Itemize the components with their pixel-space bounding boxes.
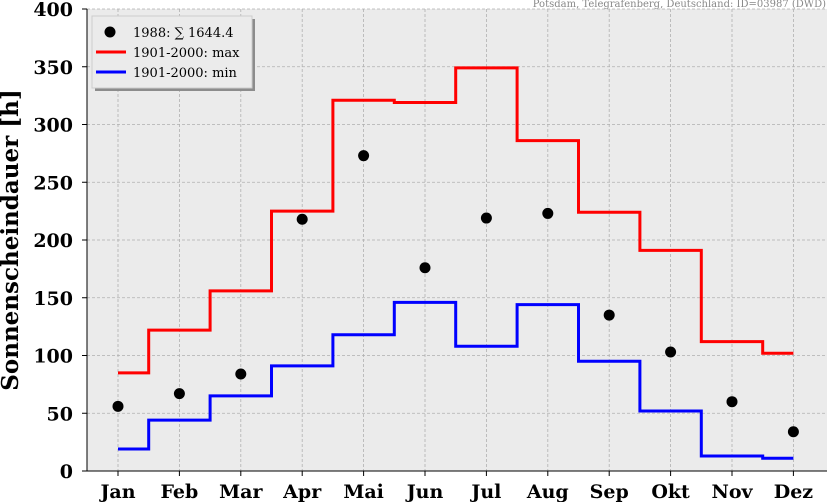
x-tick-label: Jan (98, 481, 135, 502)
source-label: Potsdam, Telegrafenberg, Deutschland: ID… (533, 0, 826, 10)
data-point (296, 213, 308, 225)
x-tick-label: Dez (774, 481, 814, 502)
y-tick-label: 250 (33, 172, 73, 194)
legend: 1988: ∑ 1644.4 1901-2000: max 1901-2000: m… (91, 15, 255, 91)
x-tick-label: Jul (469, 481, 501, 502)
y-tick-label: 50 (47, 403, 73, 425)
data-point (112, 400, 124, 412)
x-tick-label: Okt (651, 481, 690, 502)
y-tick-label: 0 (60, 461, 73, 483)
axes: 0 50 100 150 200 250 300 350 400 Jan Feb Mar Apr Mai J… (33, 0, 827, 502)
data-point (419, 262, 431, 274)
data-point (235, 368, 247, 380)
legend-marker-points (104, 26, 116, 38)
data-point (358, 150, 370, 162)
y-tick-label: 350 (33, 57, 73, 79)
data-point (480, 212, 492, 224)
x-tick-label: Feb (160, 481, 198, 502)
legend-label: 1901-2000: max (133, 46, 240, 61)
series-layer (112, 66, 799, 460)
data-point (787, 426, 799, 438)
data-point (726, 396, 738, 408)
legend-label: 1901-2000: min (133, 66, 238, 81)
data-point (603, 309, 615, 321)
y-tick-label: 200 (33, 230, 73, 252)
x-tick-label: Mar (219, 481, 263, 502)
step-line-min (118, 300, 794, 460)
x-tick-label: Apr (282, 481, 322, 502)
x-tick-label: Jun (405, 481, 444, 502)
data-point (665, 346, 677, 358)
step-line-max (118, 66, 794, 375)
x-tick-label: Nov (711, 481, 753, 502)
x-tick-label: Sep (590, 481, 629, 502)
data-point (542, 207, 554, 219)
legend-label: 1988: ∑ 1644.4 (133, 26, 234, 41)
y-tick-label: 100 (33, 346, 73, 368)
x-tick-label: Mai (343, 481, 384, 502)
x-tick-label: Aug (526, 481, 569, 502)
data-point (173, 388, 185, 400)
y-tick-label: 400 (33, 0, 73, 21)
y-tick-label: 300 (33, 115, 73, 137)
y-tick-label: 150 (33, 288, 73, 310)
y-axis-label: Sonnenscheindauer [h] (0, 89, 24, 390)
